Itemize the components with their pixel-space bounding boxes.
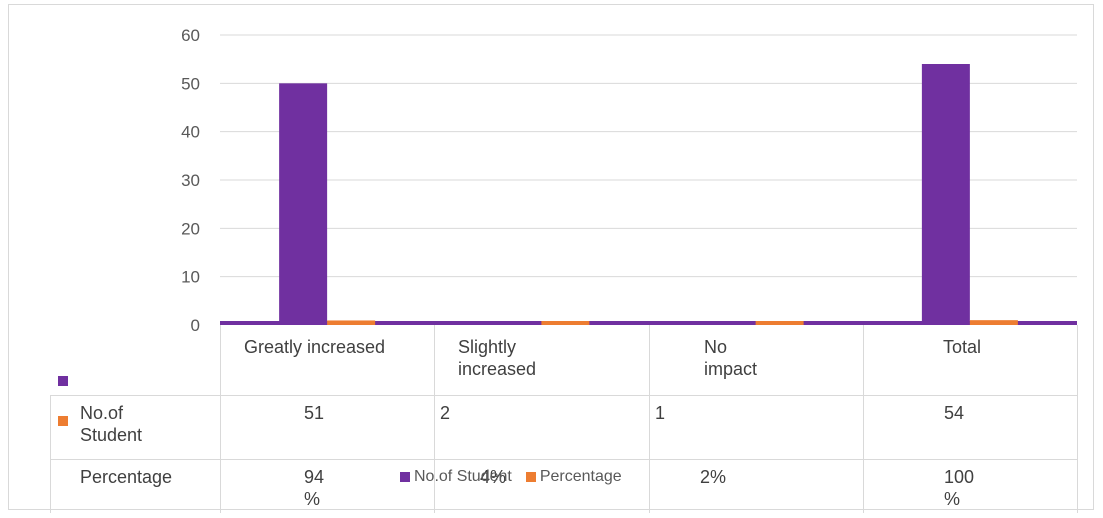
cell-no-of-student-greatly-increased: 51 [304, 403, 325, 423]
category-label-total: Total [943, 337, 982, 357]
table-col-line-1 [50, 395, 51, 513]
bar-no-of-student-2 [707, 321, 756, 325]
bar-percentage-3 [969, 320, 1018, 325]
legend-swatch-purple [400, 472, 410, 482]
bar-percentage-2 [755, 321, 804, 325]
row-label-percentage: Percentage [80, 467, 173, 487]
cell-percentage-total: 100 % [944, 467, 975, 509]
bar-percentage-0 [327, 320, 376, 325]
cell-no-of-student-no-impact: 1 [655, 403, 666, 423]
table-col-line-3 [434, 325, 435, 513]
legend-label-percentage: Percentage [539, 468, 622, 485]
legend-swatch-orange [525, 472, 536, 482]
table-col-line-6 [1077, 325, 1078, 513]
legend: No.of Student Percentage [400, 468, 622, 486]
category-label-slightly-increased: Slightly increased [458, 337, 537, 379]
y-tick-label-20: 20 [181, 219, 200, 238]
y-tick-label-50: 50 [181, 74, 200, 93]
series-key-no-of-student [58, 376, 68, 386]
bar-percentage-1 [541, 321, 590, 325]
y-tick-label-0: 0 [191, 316, 200, 335]
category-label-no-impact: No impact [704, 337, 758, 379]
bar-no-of-student-3 [921, 64, 970, 325]
cell-percentage-greatly-increased: 94 % [304, 467, 325, 509]
y-tick-label-40: 40 [181, 123, 200, 142]
legend-item-no-of-student: No.of Student [400, 468, 512, 486]
chart-frame [8, 4, 1094, 510]
table-line-1 [50, 395, 1077, 396]
table-line-2 [50, 459, 1077, 460]
bar-no-of-student-1 [493, 321, 542, 325]
legend-label-no-of-student: No.of Student [414, 468, 512, 485]
cell-no-of-student-total: 54 [944, 403, 965, 423]
table-col-line-4 [649, 325, 650, 513]
y-tick-label-30: 30 [181, 171, 200, 190]
bar-no-of-student-0 [279, 83, 328, 325]
cell-percentage-slightly-increased: 4% [480, 467, 507, 487]
category-label-greatly-increased: Greatly increased [244, 337, 386, 357]
table-col-line-5 [863, 325, 864, 513]
legend-item-percentage: Percentage [525, 468, 622, 486]
y-tick-label-10: 10 [181, 268, 200, 287]
cell-no-of-student-slightly-increased: 2 [440, 403, 451, 423]
cell-percentage-no-impact: 2% [700, 467, 727, 487]
y-tick-label-60: 60 [181, 26, 200, 45]
row-label-no-of-student: No.of Student [80, 403, 143, 445]
baseline-axis [220, 321, 1077, 325]
table-col-line-2 [220, 325, 221, 513]
series-key-percentage [58, 416, 68, 426]
